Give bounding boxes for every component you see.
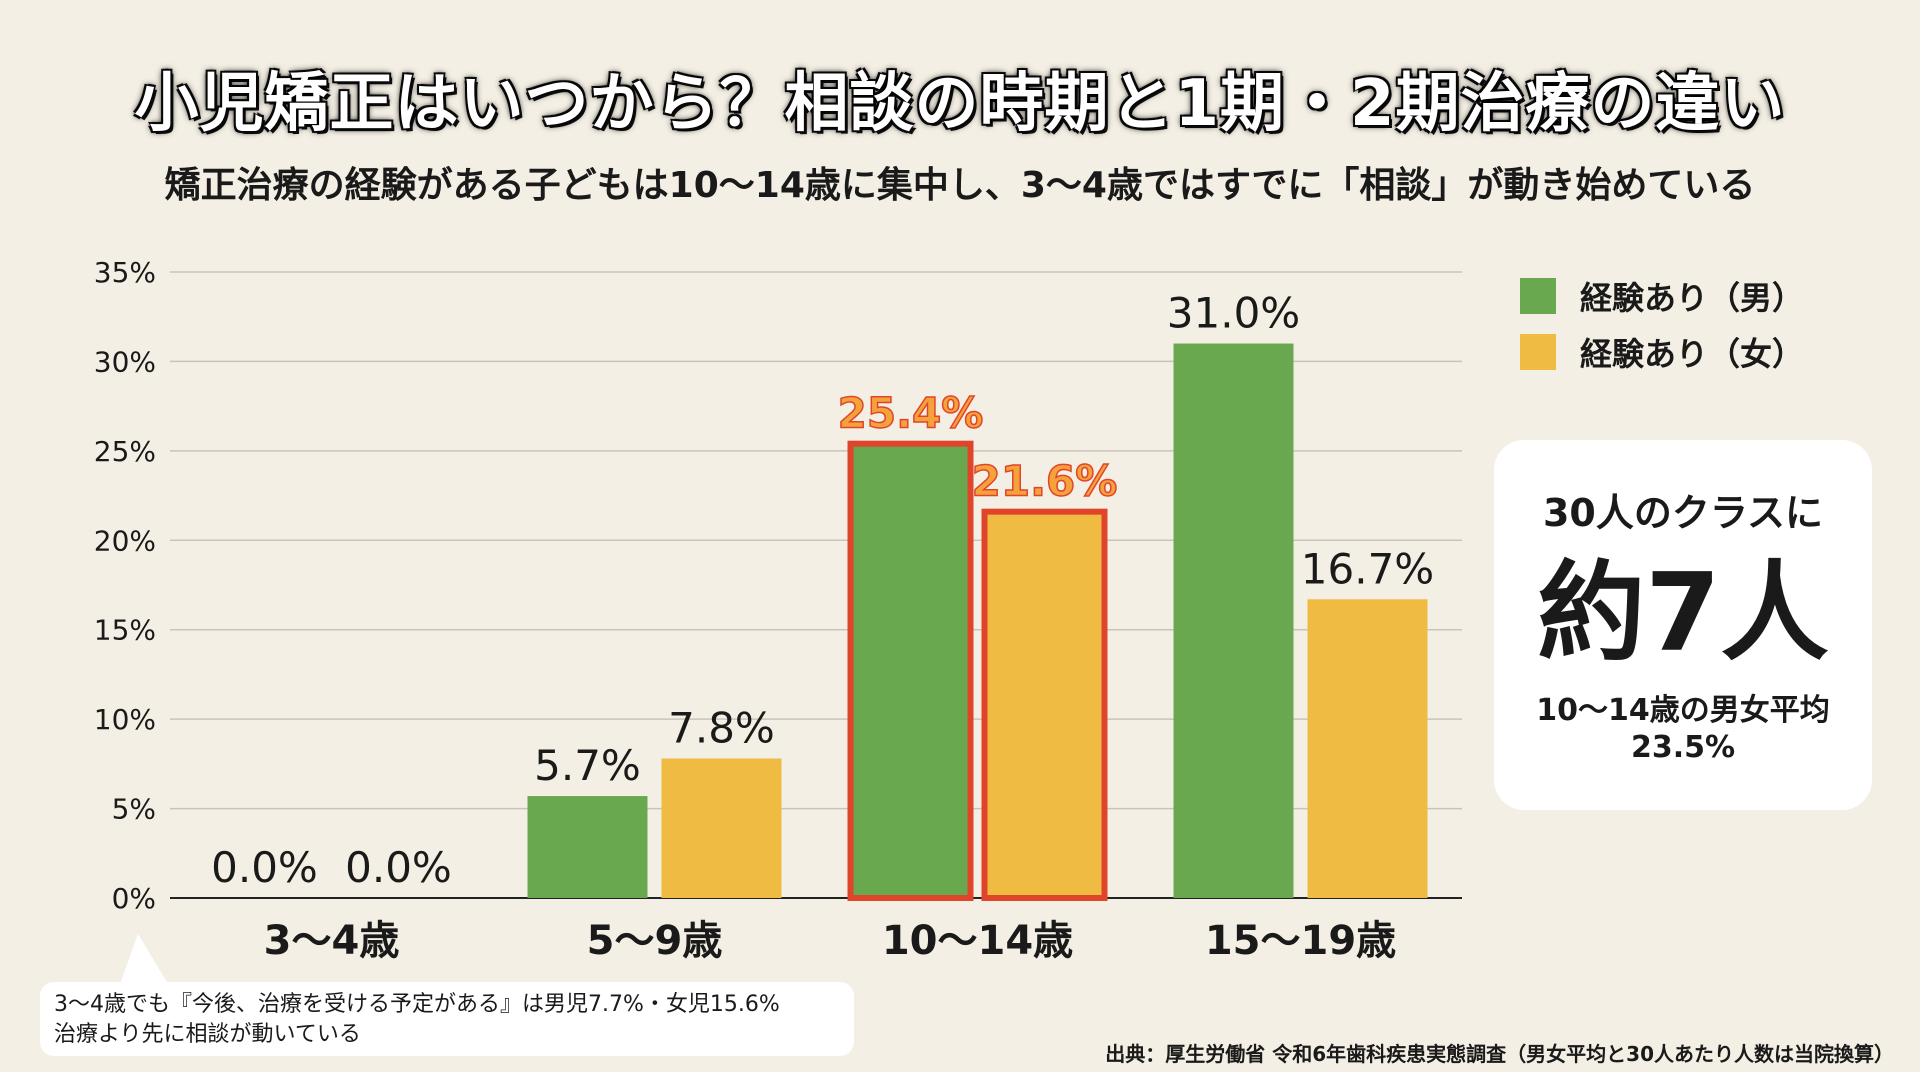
data-label: 21.6% xyxy=(972,457,1118,506)
legend-label-female: 経験あり（女） xyxy=(1580,335,1805,373)
legend-label-male: 経験あり（男） xyxy=(1580,279,1805,317)
y-tick-label: 0% xyxy=(112,882,156,915)
legend-item-male: 経験あり（男） xyxy=(1520,268,1804,324)
legend-swatch-male xyxy=(1520,278,1556,314)
summary-card: 30人のクラスに 約7人 10〜14歳の男女平均 23.5% xyxy=(1494,440,1872,810)
y-tick-label: 35% xyxy=(94,256,156,289)
page-subtitle: 矯正治療の経験がある子どもは10〜14歳に集中し、3〜4歳ではすでに「相談」が動… xyxy=(164,165,1756,206)
callout-note: 3〜4歳でも『今後、治療を受ける予定がある』は男児7.7%・女児15.6% 治療… xyxy=(40,982,854,1056)
x-tick-label: 3〜4歳 xyxy=(264,918,400,960)
legend-swatch-female xyxy=(1520,334,1556,370)
y-tick-label: 25% xyxy=(94,435,156,468)
x-tick-label: 10〜14歳 xyxy=(882,918,1073,960)
bar-female xyxy=(981,508,1108,901)
y-tick-label: 10% xyxy=(94,703,156,736)
x-tick-label: 5〜9歳 xyxy=(587,918,723,960)
data-label: 5.7% xyxy=(534,741,641,790)
bar-female xyxy=(1307,599,1428,898)
data-label: 25.4% xyxy=(838,389,984,438)
y-tick-label: 30% xyxy=(94,345,156,378)
summary-card-figure: 約7人 xyxy=(1537,551,1829,676)
bar-female xyxy=(661,758,782,898)
summary-card-note-line1: 10〜14歳の男女平均 xyxy=(1536,692,1830,728)
chart-legend: 経験あり（男） 経験あり（女） xyxy=(1520,268,1804,380)
summary-card-note: 10〜14歳の男女平均 23.5% xyxy=(1494,692,1872,767)
bar-chart: 0% 5% 10% 15% 20% 25% 30% 35% 3〜4歳 0.0% 0.0% 5〜9歳 5.… xyxy=(94,256,1462,960)
summary-card-note-line2: 23.5% xyxy=(1630,730,1736,766)
data-label: 0.0% xyxy=(211,843,318,892)
data-label: 0.0% xyxy=(345,843,452,892)
bar-male xyxy=(847,440,974,901)
callout-tail xyxy=(120,934,168,984)
data-label: 31.0% xyxy=(1167,289,1300,338)
page-title: 小児矯正はいつから？相談の時期と1期・2期治療の違い xyxy=(134,67,1786,141)
y-tick-label: 5% xyxy=(112,793,156,826)
x-tick-label: 15〜19歳 xyxy=(1205,918,1396,960)
summary-card-heading: 30人のクラスに xyxy=(1542,491,1824,535)
y-tick-label: 20% xyxy=(94,524,156,557)
bar-male xyxy=(1173,343,1294,898)
data-label: 7.8% xyxy=(668,703,775,752)
data-label: 16.7% xyxy=(1301,544,1434,593)
callout-line1: 3〜4歳でも『今後、治療を受ける予定がある』は男児7.7%・女児15.6% xyxy=(54,992,780,1017)
bar-male xyxy=(527,796,648,898)
callout-line2: 治療より先に相談が動いている xyxy=(54,1022,361,1047)
source-citation: 出典：厚生労働省 令和6年歯科疾患実態調査（男女平均と30人あたり人数は当院換算… xyxy=(1105,1042,1894,1066)
y-tick-label: 15% xyxy=(94,614,156,647)
legend-item-female: 経験あり（女） xyxy=(1520,324,1804,380)
